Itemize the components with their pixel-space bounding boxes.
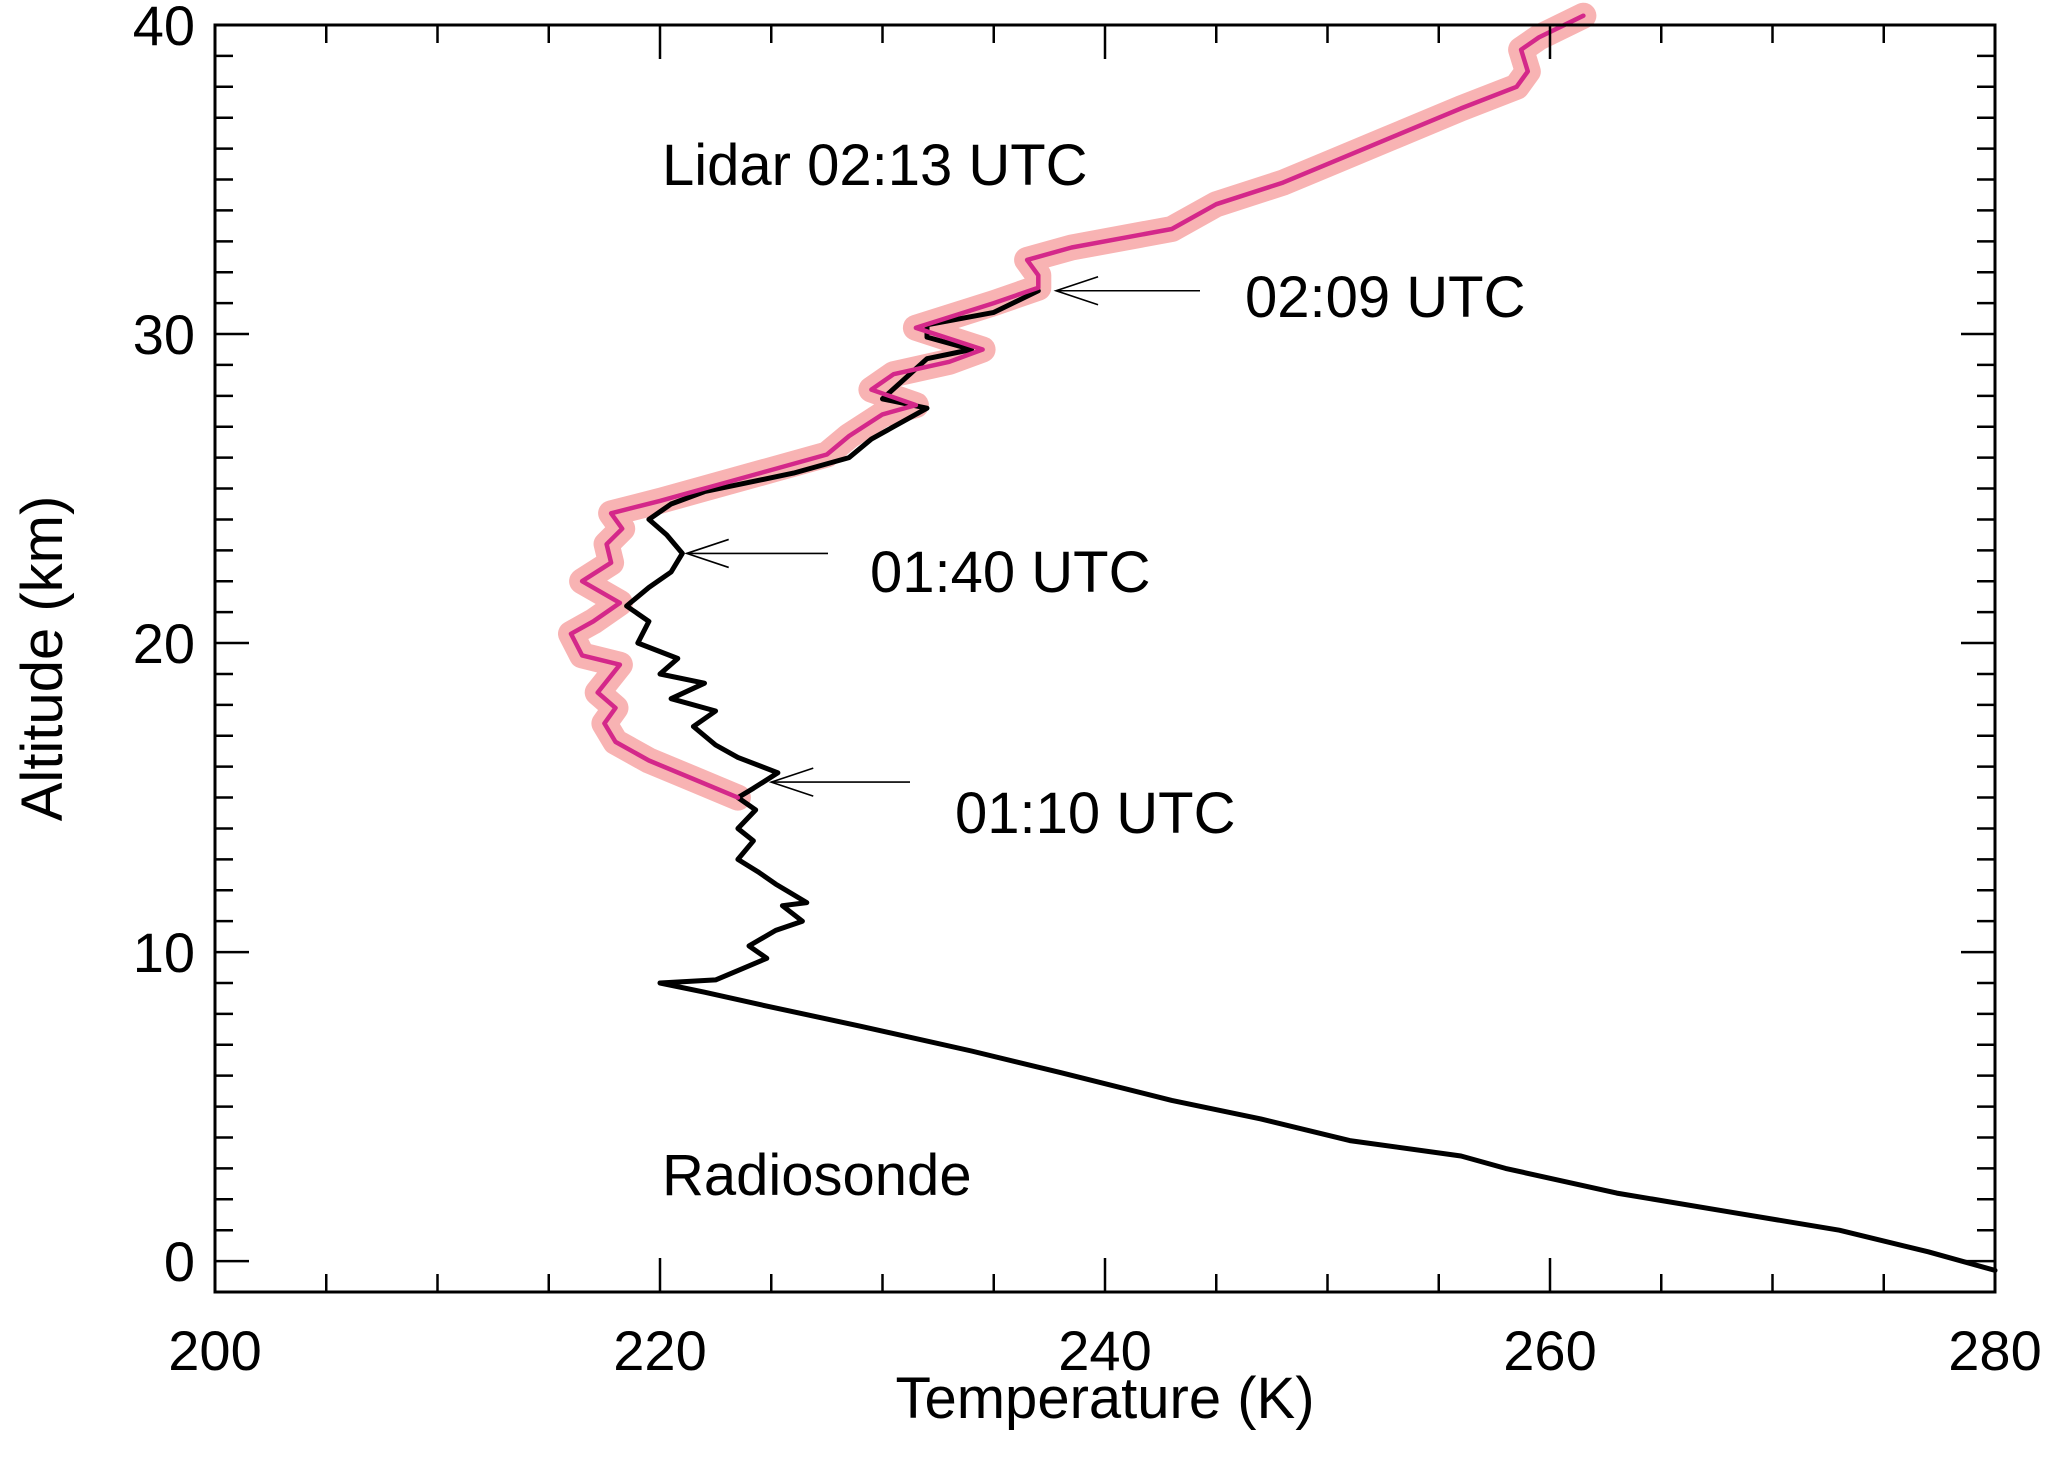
axis-ticks	[213, 23, 1997, 1294]
arrow-head	[768, 767, 814, 797]
axis-tick-labels: 200 220 240 260 280 0 10 20 30 40	[133, 0, 2042, 1382]
plot-frame	[213, 23, 1997, 1294]
y-tick-label: 30	[133, 303, 195, 366]
x-tick-label: 220	[613, 1319, 706, 1382]
arrow-0110	[768, 767, 910, 797]
arrow-0140	[684, 538, 828, 569]
annotation-lidar-label: Lidar 02:13 UTC	[662, 133, 1088, 198]
x-tick-label: 200	[168, 1319, 261, 1382]
lidar-line	[568, 13, 1586, 800]
annotation-0140-label: 01:40 UTC	[870, 540, 1150, 605]
y-axis-title: Altitude (km)	[10, 496, 75, 822]
annotations: Lidar 02:13 UTC 02:09 UTC 01:40 UTC 01:1…	[662, 133, 1525, 1208]
x-tick-label: 260	[1503, 1319, 1596, 1382]
arrow-head	[1053, 276, 1099, 306]
annotation-0209-label: 02:09 UTC	[1245, 265, 1525, 330]
arrow-0209	[1053, 276, 1200, 306]
arrow-head	[684, 538, 729, 569]
x-tick-label: 280	[1948, 1319, 2041, 1382]
x-axis-title: Temperature (K)	[895, 1366, 1314, 1431]
annotation-0110-label: 01:10 UTC	[955, 781, 1235, 846]
y-tick-label: 20	[133, 612, 195, 675]
y-tick-label: 40	[133, 0, 195, 57]
annotation-radiosonde-label: Radiosonde	[662, 1143, 972, 1208]
radiosonde-line	[624, 288, 1998, 1273]
series-layer	[568, 13, 1998, 1273]
y-tick-label: 0	[164, 1230, 195, 1293]
y-tick-label: 10	[133, 921, 195, 984]
x-tick-label: 240	[1058, 1319, 1151, 1382]
